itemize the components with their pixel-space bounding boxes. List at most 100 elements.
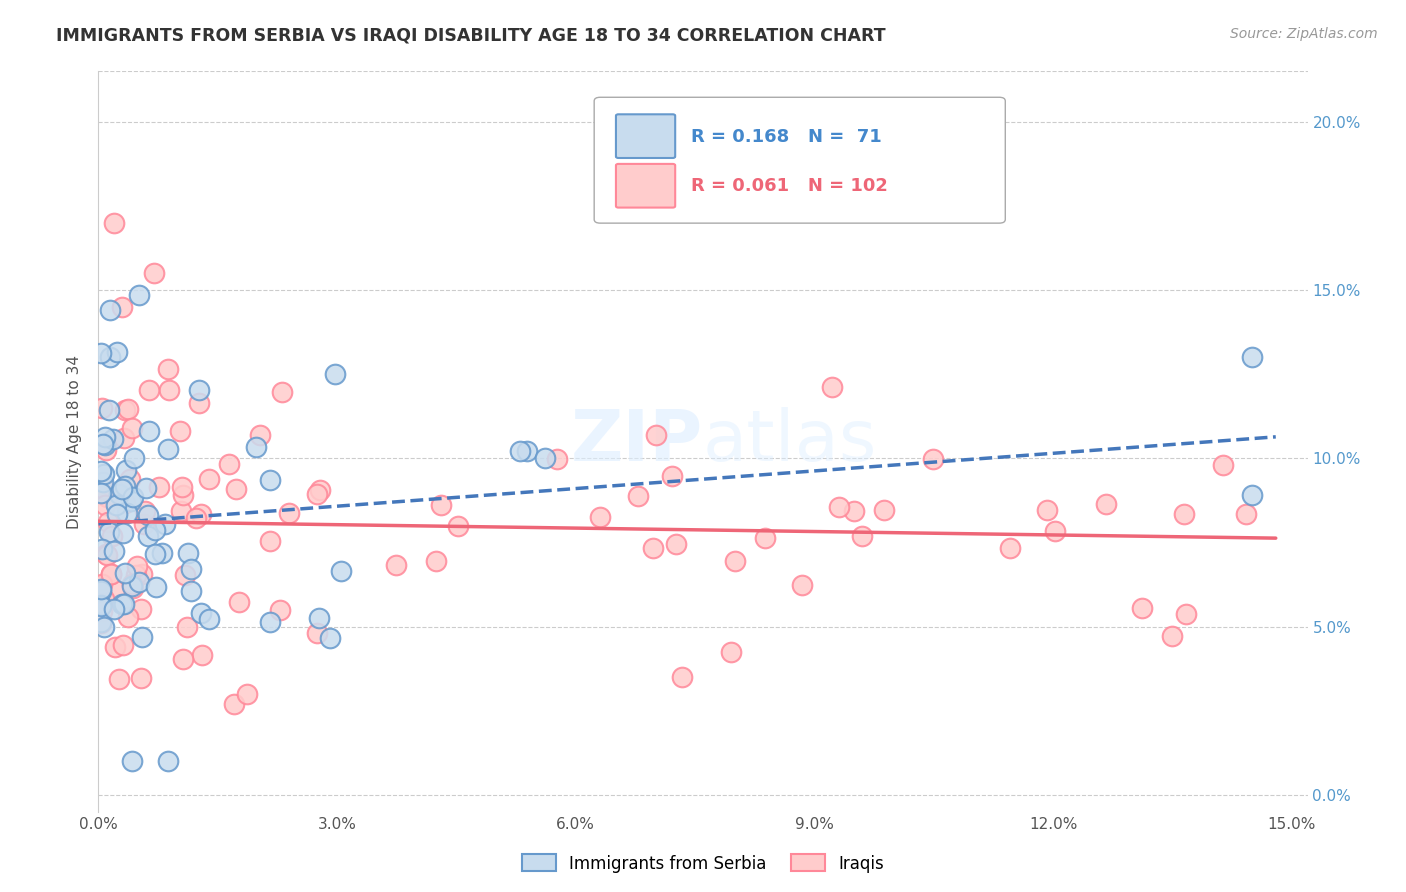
Point [176, 620, 198, 634]
Point [1240, 488, 1263, 502]
Point [91, 437, 114, 451]
Point [96, 548, 118, 562]
Point [124, 450, 146, 465]
Point [90, 582, 112, 596]
Point [111, 597, 134, 611]
Point [150, 546, 173, 560]
FancyBboxPatch shape [616, 114, 675, 158]
Point [190, 606, 212, 620]
Point [228, 595, 250, 609]
Text: Source: ZipAtlas.com: Source: ZipAtlas.com [1230, 27, 1378, 41]
Point [821, 380, 844, 394]
Point [1212, 458, 1234, 473]
Legend: Immigrants from Serbia, Iraqis: Immigrants from Serbia, Iraqis [516, 847, 890, 880]
Point [112, 431, 135, 445]
Point [138, 425, 160, 439]
Point [103, 544, 125, 558]
Point [645, 428, 668, 442]
Point [245, 440, 267, 454]
Point [425, 554, 447, 568]
Point [114, 479, 136, 493]
Point [128, 287, 150, 301]
Point [94, 443, 117, 458]
Point [131, 567, 153, 582]
Point [114, 403, 136, 417]
FancyBboxPatch shape [595, 97, 1005, 223]
Point [1240, 351, 1263, 365]
Point [93, 482, 115, 496]
Point [184, 511, 207, 525]
Text: ZIP: ZIP [571, 407, 703, 476]
Point [1094, 497, 1116, 511]
Point [148, 479, 170, 493]
Point [127, 558, 149, 573]
Point [93, 592, 115, 607]
Point [873, 502, 896, 516]
Point [104, 640, 127, 655]
Point [319, 631, 342, 645]
Point [198, 472, 221, 486]
Point [98, 524, 121, 539]
FancyBboxPatch shape [616, 164, 675, 208]
Point [1174, 607, 1197, 621]
Point [307, 487, 329, 501]
Point [724, 554, 747, 568]
Point [172, 488, 194, 502]
Point [1035, 503, 1057, 517]
Point [828, 500, 851, 514]
Point [100, 529, 122, 543]
Point [259, 473, 281, 487]
Point [120, 493, 142, 508]
Point [90, 465, 112, 479]
Point [269, 603, 291, 617]
Point [90, 485, 112, 500]
Point [534, 450, 557, 465]
Point [661, 468, 683, 483]
Point [105, 507, 128, 521]
Point [643, 541, 665, 555]
Point [90, 346, 112, 360]
Point [134, 516, 156, 531]
Point [121, 490, 143, 504]
Point [1161, 629, 1184, 643]
Point [90, 615, 112, 630]
Point [90, 598, 112, 612]
Point [1234, 508, 1257, 522]
Text: R = 0.061   N = 102: R = 0.061 N = 102 [690, 178, 887, 195]
Point [90, 583, 112, 598]
Point [103, 601, 125, 615]
Point [224, 698, 246, 712]
Point [104, 582, 127, 597]
Point [112, 598, 135, 612]
Point [790, 578, 813, 592]
Point [134, 504, 156, 518]
Point [121, 577, 143, 591]
Point [177, 546, 200, 560]
Point [101, 432, 124, 446]
Point [922, 452, 945, 467]
Point [153, 516, 176, 531]
Point [93, 620, 115, 634]
Point [188, 396, 211, 410]
Point [142, 266, 165, 280]
Point [103, 216, 125, 230]
Point [107, 672, 129, 686]
Point [236, 687, 259, 701]
Point [589, 509, 612, 524]
Point [98, 302, 121, 317]
Point [105, 345, 128, 359]
Point [157, 383, 180, 397]
Point [91, 576, 114, 591]
Point [111, 482, 134, 496]
Point [131, 631, 153, 645]
Point [114, 463, 136, 477]
Point [305, 626, 328, 640]
Point [98, 351, 121, 365]
Point [671, 670, 693, 684]
Point [117, 402, 139, 417]
Point [429, 498, 451, 512]
Point [118, 472, 141, 486]
Point [156, 442, 179, 456]
Point [93, 475, 115, 489]
Point [111, 638, 134, 652]
